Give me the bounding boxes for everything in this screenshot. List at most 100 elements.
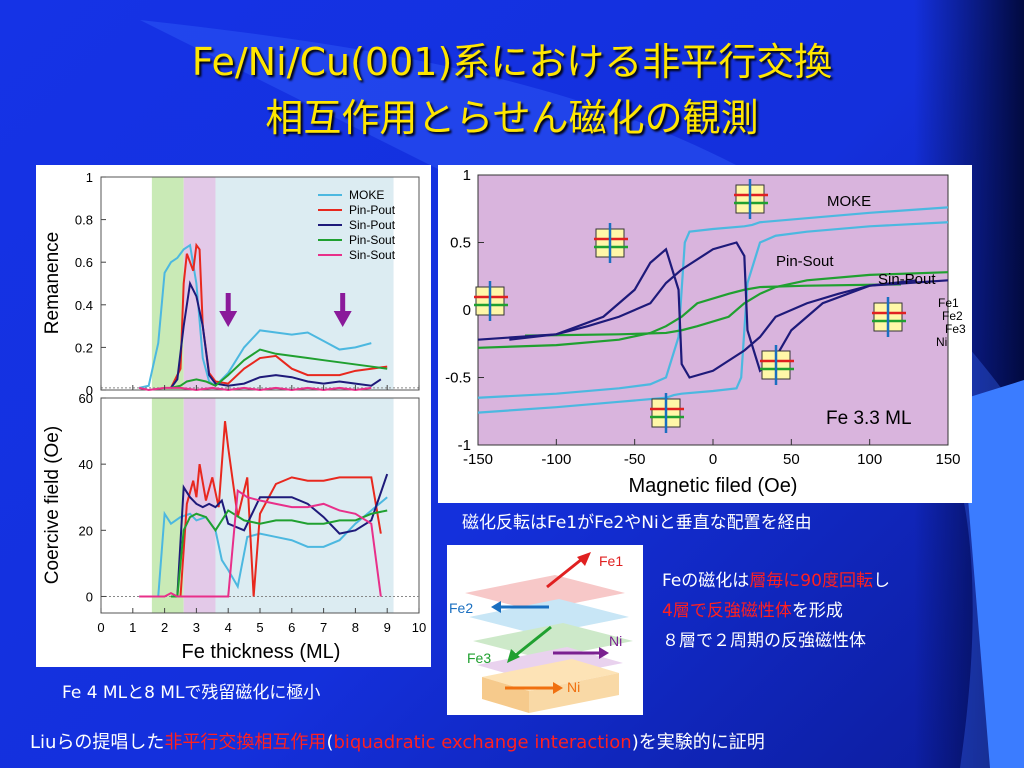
fe1-label: Fe1 bbox=[599, 553, 623, 569]
thickness-x-tick-label: 8 bbox=[352, 620, 359, 635]
thickness-x-tick-label: 0 bbox=[97, 620, 104, 635]
remanence-y-tick-label: 0.2 bbox=[75, 340, 93, 355]
fe3-label: Fe3 bbox=[467, 650, 491, 666]
pin-sout-series-label: Pin-Sout bbox=[776, 253, 834, 270]
minimum-arrowhead bbox=[219, 311, 238, 327]
hysteresis-chart-panel: -150 -100 -50 0 50 100 150 -1 -0.5 0 0.5 1 MOKE Pin… bbox=[438, 165, 972, 503]
field-x-tick-label: 0 bbox=[709, 451, 717, 468]
thickness-x-tick-label: 3 bbox=[193, 620, 200, 635]
coercive-line-sin-pout bbox=[176, 473, 389, 597]
fe1-arrowhead bbox=[577, 552, 591, 566]
fe-rotation-line2: 4層で反強磁性体を形成 bbox=[662, 601, 843, 621]
coercive-y-tick-label: 60 bbox=[79, 391, 93, 406]
coercive-line-moke bbox=[139, 496, 388, 598]
fe2-layer bbox=[469, 599, 629, 635]
hysteresis-line-sin-pout bbox=[477, 247, 917, 379]
slide-title-line1: Fe/Ni/Cu(001)系における非平行交換 bbox=[191, 40, 833, 84]
remanence-axis-label: Remanence bbox=[42, 232, 63, 334]
remanence-line-pin-sout bbox=[170, 348, 388, 389]
coercive-line-sin-sout bbox=[139, 488, 382, 598]
thickness-x-tick-label: 6 bbox=[288, 620, 295, 635]
coercive-y-tick-label: 20 bbox=[79, 523, 93, 538]
slide-title-line2: 相互作用とらせん磁化の観測 bbox=[265, 96, 759, 140]
hysteresis-return-line-moke bbox=[477, 221, 949, 414]
layer-label-fe1: Fe1 bbox=[938, 296, 959, 310]
caption-conclusion: Liuらの提唱した非平行交換相互作用(biquadratic exchange … bbox=[30, 732, 765, 753]
caption-reversal: 磁化反転はFe1がFe2やNiと垂直な配置を経由 bbox=[462, 513, 812, 533]
sin-pout-series-label: Sin-Pout bbox=[878, 271, 936, 288]
coercive-y-tick-label: 0 bbox=[86, 589, 93, 604]
ni-label: Ni bbox=[567, 679, 580, 695]
remanence-y-tick-label: 0.4 bbox=[75, 298, 93, 313]
ni-arrowhead bbox=[553, 682, 563, 694]
fe1-layer bbox=[465, 575, 625, 611]
moke-series-label: MOKE bbox=[827, 193, 871, 210]
field-axis-label: Magnetic filed (Oe) bbox=[629, 475, 798, 497]
legend-label-sin-sout: Sin-Sout bbox=[349, 248, 396, 262]
layer-label-legend: Fe1 Fe2 Fe3 Ni bbox=[936, 296, 966, 349]
shaded-region-lightblue bbox=[215, 177, 394, 390]
fe-rotation-line1: Feの磁化は層毎に90度回転し bbox=[662, 571, 890, 591]
thickness-axis-label: Fe thickness (ML) bbox=[182, 641, 341, 663]
fe3-arrow bbox=[510, 625, 552, 661]
field-x-tick-label: 50 bbox=[783, 451, 800, 468]
remanence-line-pin-pout bbox=[170, 242, 388, 389]
minimum-arrowhead bbox=[333, 311, 352, 327]
field-x-tick-label: 150 bbox=[935, 451, 960, 468]
thickness-x-tick-label: 2 bbox=[161, 620, 168, 635]
fe4-arrowhead bbox=[599, 647, 609, 659]
hysteresis-return-line-sin-pout bbox=[509, 241, 949, 373]
shaded-region-green bbox=[151, 177, 184, 390]
remanence-y-tick-label: 0 bbox=[86, 383, 93, 398]
thickness-x-tick-label: 10 bbox=[412, 620, 426, 635]
hysteresis-return-line-pin-sout bbox=[477, 283, 902, 349]
remanence-line-sin-sout bbox=[138, 386, 372, 392]
magnetization-y-tick-label: -1 bbox=[458, 437, 471, 454]
fe2-arrowhead bbox=[491, 601, 501, 613]
thickness-chart-panel: 0 0.2 0.4 0.6 0.8 1 0 20 40 60 0 1 2 3 4 5 6 7 8 9 10 MOKE Pi… bbox=[36, 165, 431, 667]
legend-label-sin-pout: Sin-Pout bbox=[349, 218, 396, 232]
thickness-x-tick-label: 1 bbox=[129, 620, 136, 635]
hysteresis-plot-bg bbox=[478, 175, 948, 445]
layer-label-fe3: Fe3 bbox=[945, 322, 966, 336]
fe3-layer bbox=[473, 623, 633, 659]
caption-remanence-minimum: Fe 4 MLと8 MLで残留磁化に極小 bbox=[62, 683, 321, 703]
fe3-arrowhead bbox=[507, 649, 520, 663]
field-x-tick-label: 100 bbox=[857, 451, 882, 468]
field-x-tick-label: -100 bbox=[541, 451, 571, 468]
layer-label-ni: Ni bbox=[936, 335, 947, 349]
hysteresis-chart: -150 -100 -50 0 50 100 150 -1 -0.5 0 0.5 1 MOKE Pin… bbox=[445, 167, 966, 497]
fe4-label: Ni bbox=[609, 633, 622, 649]
hysteresis-line-moke bbox=[477, 206, 949, 399]
shaded-region-lightblue bbox=[215, 398, 394, 613]
layer-diagram: Fe1 Fe2 Fe3 Ni Ni bbox=[449, 552, 633, 713]
legend-label-moke: MOKE bbox=[349, 188, 384, 202]
remanence-y-tick-label: 1 bbox=[86, 170, 93, 185]
coercive-axis-label: Coercive field (Oe) bbox=[42, 426, 63, 584]
field-x-tick-label: -50 bbox=[624, 451, 646, 468]
fe2-label: Fe2 bbox=[449, 600, 473, 616]
layer-diagram-panel: Fe1 Fe2 Fe3 Ni Ni bbox=[447, 545, 643, 715]
magnetization-y-tick-label: 0.5 bbox=[450, 235, 471, 252]
coercive-line-pin-sout bbox=[170, 509, 388, 598]
remanence-y-tick-label: 0.8 bbox=[75, 213, 93, 228]
legend-label-pin-pout: Pin-Pout bbox=[349, 203, 396, 217]
ni-front bbox=[529, 673, 619, 713]
ni-top bbox=[482, 659, 619, 691]
layer-label-fe2: Fe2 bbox=[942, 309, 963, 323]
field-x-tick-label: -150 bbox=[463, 451, 493, 468]
shaded-region-purple bbox=[183, 177, 216, 390]
legend-label-pin-sout: Pin-Sout bbox=[349, 233, 396, 247]
thickness-x-tick-label: 9 bbox=[384, 620, 391, 635]
thickness-x-tick-label: 4 bbox=[225, 620, 232, 635]
fe-thickness-annotation: Fe 3.3 ML bbox=[826, 408, 912, 429]
magnetization-y-tick-label: 0 bbox=[463, 302, 471, 319]
thickness-x-tick-label: 5 bbox=[256, 620, 263, 635]
thickness-x-tick-label: 7 bbox=[320, 620, 327, 635]
ni-side bbox=[482, 677, 529, 713]
remanence-y-tick-label: 0.6 bbox=[75, 255, 93, 270]
coercive-y-tick-label: 40 bbox=[79, 457, 93, 472]
remanence-line-sin-pout bbox=[170, 280, 382, 389]
magnetization-y-tick-label: 1 bbox=[463, 167, 471, 184]
